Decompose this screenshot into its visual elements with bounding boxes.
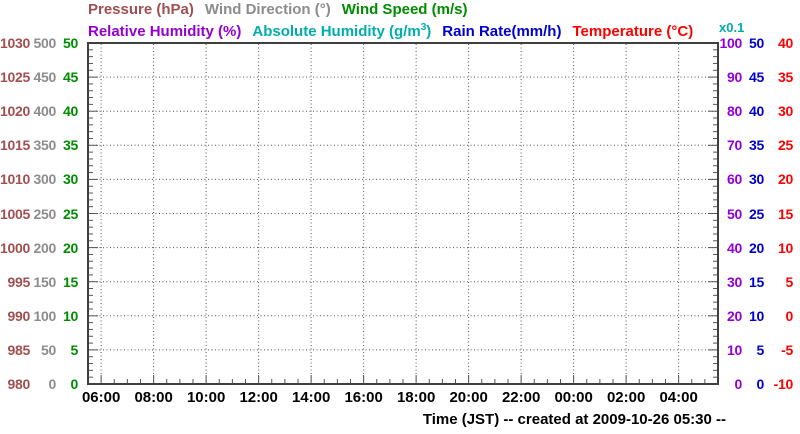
y-tick-left-0: 1005 bbox=[0, 205, 30, 222]
y-tick-right-2: 10 bbox=[778, 239, 793, 256]
y-tick-left-1: 350 bbox=[33, 137, 57, 154]
y-tick-left-2: 0 bbox=[70, 376, 79, 392]
y-tick-right-2: -10 bbox=[773, 376, 794, 392]
y-tick-right-0: 40 bbox=[727, 239, 742, 256]
y-tick-right-0: 0 bbox=[734, 376, 743, 392]
y-tick-right-2: 20 bbox=[778, 171, 793, 188]
y-tick-right-1: 45 bbox=[749, 69, 764, 86]
y-tick-right-2: 30 bbox=[778, 103, 793, 120]
legend-relative-humidity: Relative Humidity (%) bbox=[88, 23, 242, 40]
y-tick-right-2: 15 bbox=[778, 205, 793, 222]
y-tick-right-1: 25 bbox=[749, 205, 764, 222]
y-tick-left-2: 50 bbox=[63, 35, 78, 51]
y-tick-left-2: 40 bbox=[63, 103, 78, 120]
y-tick-left-1: 100 bbox=[33, 307, 57, 324]
y-tick-right-1: 40 bbox=[749, 103, 764, 120]
x-tick-label: 10:00 bbox=[186, 389, 226, 406]
y-tick-right-1: 20 bbox=[749, 239, 764, 256]
scale-multiplier-note: x0.1 bbox=[719, 20, 745, 35]
y-tick-right-0: 80 bbox=[727, 103, 742, 120]
y-tick-left-1: 200 bbox=[33, 239, 57, 256]
y-tick-right-2: -5 bbox=[781, 341, 793, 358]
y-tick-left-1: 500 bbox=[33, 35, 57, 51]
y-tick-right-1: 50 bbox=[749, 35, 764, 51]
y-tick-right-1: 30 bbox=[749, 171, 764, 188]
y-tick-left-0: 995 bbox=[7, 273, 31, 290]
y-tick-right-2: 0 bbox=[785, 307, 794, 324]
legend-pressure: Pressure (hPa) bbox=[88, 1, 194, 18]
y-tick-left-2: 20 bbox=[63, 239, 78, 256]
legend-row: Relative Humidity (%) Absolute Humidity (… bbox=[88, 19, 704, 40]
y-tick-right-0: 30 bbox=[727, 273, 742, 290]
x-tick-label: 20:00 bbox=[449, 389, 488, 406]
y-tick-left-1: 50 bbox=[41, 341, 56, 358]
x-tick-label: 12:00 bbox=[239, 389, 278, 406]
y-tick-right-1: 15 bbox=[749, 273, 764, 290]
y-tick-left-2: 35 bbox=[63, 137, 78, 154]
y-tick-left-0: 1020 bbox=[0, 103, 30, 120]
y-tick-right-0: 20 bbox=[727, 307, 742, 324]
y-tick-right-2: 35 bbox=[778, 69, 793, 86]
y-tick-right-0: 70 bbox=[727, 137, 742, 154]
y-tick-right-0: 90 bbox=[727, 69, 742, 86]
legend-absolute-humidity: Absolute Humidity (g/m3) bbox=[252, 22, 432, 40]
y-tick-right-0: 100 bbox=[719, 35, 743, 51]
x-tick-label: 00:00 bbox=[554, 389, 593, 406]
y-tick-left-2: 45 bbox=[63, 69, 78, 86]
y-tick-left-0: 1010 bbox=[0, 171, 30, 188]
legend-temperature: Temperature (°C) bbox=[572, 23, 694, 40]
y-tick-left-2: 30 bbox=[63, 171, 78, 188]
y-tick-right-2: 40 bbox=[778, 35, 793, 51]
y-tick-left-0: 980 bbox=[7, 376, 31, 392]
y-tick-left-1: 400 bbox=[33, 103, 57, 120]
legend-rain-rate: Rain Rate(mm/h) bbox=[442, 23, 562, 40]
legend-wind-direction: Wind Direction (°) bbox=[204, 1, 331, 18]
legend-wind-speed: Wind Speed (m/s) bbox=[341, 1, 468, 18]
superscript: 3 bbox=[420, 22, 427, 33]
x-tick-label: 14:00 bbox=[291, 389, 331, 406]
x-tick-label: 18:00 bbox=[396, 389, 436, 406]
y-tick-right-2: 5 bbox=[785, 273, 794, 290]
y-tick-right-0: 10 bbox=[727, 341, 742, 358]
y-tick-left-1: 450 bbox=[33, 69, 57, 86]
y-tick-right-1: 0 bbox=[756, 376, 765, 392]
y-tick-left-2: 5 bbox=[70, 341, 79, 358]
y-tick-right-1: 10 bbox=[749, 307, 764, 324]
y-tick-left-1: 150 bbox=[33, 273, 57, 290]
y-tick-left-2: 25 bbox=[63, 205, 78, 222]
y-tick-left-0: 1025 bbox=[0, 69, 30, 86]
y-tick-right-0: 50 bbox=[727, 205, 742, 222]
x-tick-label: 04:00 bbox=[659, 389, 698, 406]
x-tick-label: 16:00 bbox=[344, 389, 383, 406]
y-tick-left-0: 1000 bbox=[0, 239, 30, 256]
x-tick-label: 08:00 bbox=[134, 389, 173, 406]
x-tick-label: 02:00 bbox=[606, 389, 646, 406]
y-tick-right-2: 25 bbox=[778, 137, 793, 154]
y-tick-left-0: 1015 bbox=[0, 137, 30, 154]
y-tick-left-0: 1030 bbox=[0, 35, 30, 51]
x-tick-label: 06:00 bbox=[81, 389, 121, 406]
y-tick-left-0: 990 bbox=[7, 307, 31, 324]
y-tick-left-0: 985 bbox=[7, 341, 31, 358]
y-tick-left-2: 15 bbox=[63, 273, 78, 290]
y-tick-right-0: 60 bbox=[727, 171, 742, 188]
legend-row: Pressure (hPa) Wind Direction (°) Wind Spe… bbox=[88, 1, 478, 18]
y-tick-left-2: 10 bbox=[63, 307, 78, 324]
y-tick-left-1: 250 bbox=[33, 205, 57, 222]
y-tick-right-1: 35 bbox=[749, 137, 764, 154]
y-tick-right-1: 5 bbox=[756, 341, 765, 358]
y-tick-left-1: 0 bbox=[48, 376, 57, 392]
x-tick-label: 22:00 bbox=[501, 389, 541, 406]
y-tick-left-1: 300 bbox=[33, 171, 57, 188]
x-axis-caption: Time (JST) -- created at 2009-10-26 05:3… bbox=[422, 411, 726, 428]
